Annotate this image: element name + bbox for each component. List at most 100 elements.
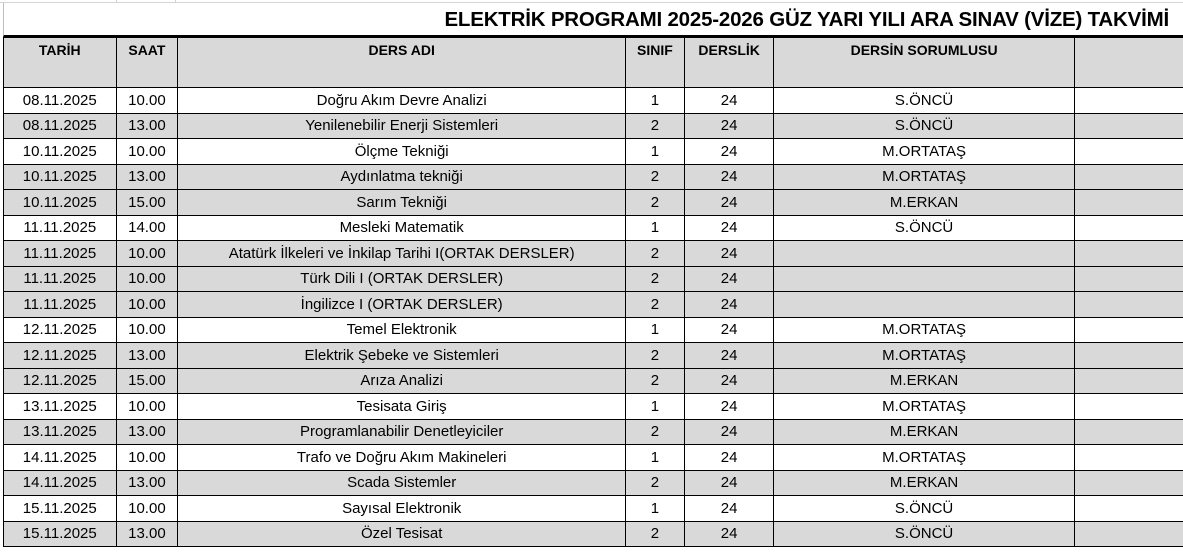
cell-empty[interactable] bbox=[1073, 214, 1183, 241]
cell-room[interactable]: 24 bbox=[683, 214, 775, 241]
cell-course[interactable]: Atatürk İlkeleri ve İnkilap Tarihi I(ORT… bbox=[177, 240, 627, 267]
cell-empty[interactable] bbox=[1073, 291, 1183, 318]
cell-instructor[interactable]: S.ÖNCÜ bbox=[773, 214, 1075, 241]
cell-instructor[interactable]: M.ERKAN bbox=[773, 418, 1075, 445]
cell-empty[interactable] bbox=[1073, 163, 1183, 190]
cell-time[interactable]: 13.00 bbox=[115, 469, 179, 496]
cell-room[interactable]: 24 bbox=[683, 138, 775, 165]
cell-course[interactable]: Türk Dili I (ORTAK DERSLER) bbox=[177, 265, 627, 292]
cell-instructor[interactable]: S.ÖNCÜ bbox=[773, 112, 1075, 139]
header-sinif[interactable]: SINIF bbox=[625, 37, 685, 88]
cell-class[interactable]: 2 bbox=[625, 367, 685, 394]
cell-date[interactable]: 10.11.2025 bbox=[3, 138, 117, 165]
cell-instructor[interactable]: M.ORTATAŞ bbox=[773, 444, 1075, 471]
cell-time[interactable]: 13.00 bbox=[115, 163, 179, 190]
cell-time[interactable]: 13.00 bbox=[115, 342, 179, 369]
cell-course[interactable]: Yenilenebilir Enerji Sistemleri bbox=[177, 112, 627, 139]
cell-class[interactable]: 2 bbox=[625, 291, 685, 318]
cell-date[interactable]: 13.11.2025 bbox=[3, 393, 117, 420]
cell-date[interactable]: 12.11.2025 bbox=[3, 316, 117, 343]
cell-time[interactable]: 10.00 bbox=[115, 138, 179, 165]
cell-room[interactable]: 24 bbox=[683, 393, 775, 420]
cell-room[interactable]: 24 bbox=[683, 367, 775, 394]
cell-room[interactable]: 24 bbox=[683, 240, 775, 267]
cell-date[interactable]: 08.11.2025 bbox=[3, 87, 117, 114]
cell-room[interactable]: 24 bbox=[683, 87, 775, 114]
cell-course[interactable]: Mesleki Matematik bbox=[177, 214, 627, 241]
cell-instructor[interactable]: M.ORTATAŞ bbox=[773, 342, 1075, 369]
cell-course[interactable]: Programlanabilir Denetleyiciler bbox=[177, 418, 627, 445]
cell-instructor[interactable]: M.ERKAN bbox=[773, 189, 1075, 216]
cell-empty[interactable] bbox=[1073, 112, 1183, 139]
cell-class[interactable]: 2 bbox=[625, 189, 685, 216]
cell-course[interactable]: Sayısal Elektronik bbox=[177, 495, 627, 522]
cell-instructor[interactable]: M.ORTATAŞ bbox=[773, 393, 1075, 420]
cell-date[interactable]: 11.11.2025 bbox=[3, 265, 117, 292]
cell-instructor[interactable] bbox=[773, 240, 1075, 267]
cell-date[interactable]: 13.11.2025 bbox=[3, 418, 117, 445]
cell-room[interactable]: 24 bbox=[683, 189, 775, 216]
cell-time[interactable]: 14.00 bbox=[115, 214, 179, 241]
cell-date[interactable]: 08.11.2025 bbox=[3, 112, 117, 139]
cell-empty[interactable] bbox=[1073, 316, 1183, 343]
cell-instructor[interactable]: M.ORTATAŞ bbox=[773, 316, 1075, 343]
cell-empty[interactable] bbox=[1073, 444, 1183, 471]
cell-room[interactable]: 24 bbox=[683, 112, 775, 139]
cell-instructor[interactable] bbox=[773, 265, 1075, 292]
cell-empty[interactable] bbox=[1073, 342, 1183, 369]
cell-date[interactable]: 12.11.2025 bbox=[3, 367, 117, 394]
cell-class[interactable]: 1 bbox=[625, 316, 685, 343]
cell-room[interactable]: 24 bbox=[683, 265, 775, 292]
cell-empty[interactable] bbox=[1073, 367, 1183, 394]
cell-course[interactable]: Temel Elektronik bbox=[177, 316, 627, 343]
cell-time[interactable]: 10.00 bbox=[115, 240, 179, 267]
cell-class[interactable]: 1 bbox=[625, 444, 685, 471]
cell-room[interactable]: 24 bbox=[683, 495, 775, 522]
cell-class[interactable]: 1 bbox=[625, 138, 685, 165]
cell-room[interactable]: 24 bbox=[683, 444, 775, 471]
cell-date[interactable]: 12.11.2025 bbox=[3, 342, 117, 369]
cell-room[interactable]: 24 bbox=[683, 163, 775, 190]
cell-time[interactable]: 13.00 bbox=[115, 520, 179, 547]
cell-date[interactable]: 15.11.2025 bbox=[3, 495, 117, 522]
cell-time[interactable]: 10.00 bbox=[115, 393, 179, 420]
cell-instructor[interactable]: M.ERKAN bbox=[773, 367, 1075, 394]
cell-class[interactable]: 2 bbox=[625, 418, 685, 445]
cell-time[interactable]: 13.00 bbox=[115, 418, 179, 445]
cell-course[interactable]: Sarım Tekniği bbox=[177, 189, 627, 216]
header-tarih[interactable]: TARİH bbox=[3, 37, 117, 88]
cell-empty[interactable] bbox=[1073, 138, 1183, 165]
cell-date[interactable]: 11.11.2025 bbox=[3, 214, 117, 241]
cell-room[interactable]: 24 bbox=[683, 469, 775, 496]
cell-time[interactable]: 10.00 bbox=[115, 444, 179, 471]
cell-empty[interactable] bbox=[1073, 520, 1183, 547]
cell-time[interactable]: 10.00 bbox=[115, 495, 179, 522]
cell-instructor[interactable]: S.ÖNCÜ bbox=[773, 87, 1075, 114]
header-derslik[interactable]: DERSLİK bbox=[683, 37, 775, 88]
cell-date[interactable]: 11.11.2025 bbox=[3, 291, 117, 318]
cell-class[interactable]: 1 bbox=[625, 495, 685, 522]
cell-empty[interactable] bbox=[1073, 189, 1183, 216]
cell-time[interactable]: 15.00 bbox=[115, 189, 179, 216]
cell-empty[interactable] bbox=[1073, 393, 1183, 420]
cell-date[interactable]: 11.11.2025 bbox=[3, 240, 117, 267]
cell-instructor[interactable]: S.ÖNCÜ bbox=[773, 520, 1075, 547]
cell-course[interactable]: Aydınlatma tekniği bbox=[177, 163, 627, 190]
header-saat[interactable]: SAAT bbox=[115, 37, 179, 88]
cell-room[interactable]: 24 bbox=[683, 418, 775, 445]
cell-class[interactable]: 2 bbox=[625, 469, 685, 496]
cell-class[interactable]: 2 bbox=[625, 163, 685, 190]
cell-course[interactable]: Scada Sistemler bbox=[177, 469, 627, 496]
cell-time[interactable]: 10.00 bbox=[115, 265, 179, 292]
cell-room[interactable]: 24 bbox=[683, 316, 775, 343]
cell-instructor[interactable]: M.ORTATAŞ bbox=[773, 138, 1075, 165]
cell-room[interactable]: 24 bbox=[683, 291, 775, 318]
cell-instructor[interactable]: M.ERKAN bbox=[773, 469, 1075, 496]
cell-empty[interactable] bbox=[1073, 265, 1183, 292]
cell-course[interactable]: İngilizce I (ORTAK DERSLER) bbox=[177, 291, 627, 318]
cell-room[interactable]: 24 bbox=[683, 342, 775, 369]
cell-class[interactable]: 2 bbox=[625, 112, 685, 139]
cell-time[interactable]: 10.00 bbox=[115, 316, 179, 343]
cell-date[interactable]: 14.11.2025 bbox=[3, 469, 117, 496]
header-sorumlu[interactable]: DERSİN SORUMLUSU bbox=[773, 37, 1075, 88]
